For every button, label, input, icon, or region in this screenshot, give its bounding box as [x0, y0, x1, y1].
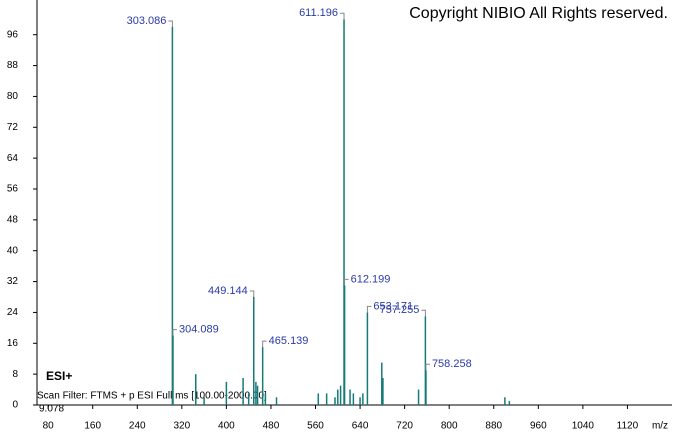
y-tick-label: 48 — [7, 214, 19, 225]
x-tick-label: 240 — [129, 421, 146, 432]
x-tick-label: 800 — [441, 421, 458, 432]
y-tick-label: 56 — [7, 184, 19, 195]
ionization: ESI+ — [46, 369, 72, 383]
x-tick-label: 160 — [84, 421, 101, 432]
x-tick-label: 480 — [263, 421, 280, 432]
x-tick-label: 560 — [307, 421, 324, 432]
scan-filter: Scan Filter: FTMS + p ESI Full ms [100.0… — [37, 391, 267, 402]
y-tick-label: 88 — [7, 60, 19, 71]
y-tick-label: 0 — [12, 400, 18, 411]
peak-label: 303.086 — [127, 15, 167, 27]
copyright: Copyright NIBIO All Rights reserved. — [409, 5, 668, 22]
y-tick-label: 80 — [7, 91, 19, 102]
peak-label: 449.144 — [208, 285, 248, 297]
y-tick-label: 16 — [7, 338, 19, 349]
y-tick-label: 96 — [7, 29, 19, 40]
x-tick-label: 640 — [352, 421, 369, 432]
label-bracket — [344, 278, 349, 286]
peak-label: 612.199 — [351, 273, 391, 285]
label-bracket — [249, 290, 255, 297]
normalization: 9.078 — [39, 404, 64, 415]
x-tick-label: 320 — [173, 421, 190, 432]
peak-label: 757.255 — [380, 304, 420, 316]
label-bracket — [168, 20, 173, 27]
x-tick-label: 960 — [530, 421, 547, 432]
x-tick-label: 880 — [485, 421, 502, 432]
label-bracket — [172, 329, 177, 336]
peak-label: 653.171 — [373, 300, 413, 312]
y-tick-label: 72 — [7, 122, 19, 133]
y-tick-label: 24 — [7, 307, 19, 318]
label-bracket — [340, 12, 345, 20]
x-tick-label: 80 — [43, 421, 55, 432]
label-bracket — [425, 363, 430, 371]
x-tick-label: 400 — [218, 421, 235, 432]
peak-label: 611.196 — [299, 7, 338, 19]
y-tick-label: 8 — [12, 369, 18, 380]
x-axis-label: m/z — [652, 421, 668, 432]
label-bracket — [421, 309, 426, 317]
y-tick-label: 40 — [7, 245, 19, 256]
label-bracket — [262, 340, 267, 348]
peak-label: 304.089 — [179, 323, 219, 335]
peak-label: 465.139 — [269, 335, 309, 347]
label-bracket — [366, 305, 372, 313]
x-tick-label: 1040 — [572, 421, 595, 432]
y-tick-label: 64 — [7, 153, 19, 164]
peak-label: 758.258 — [432, 358, 472, 370]
x-tick-label: 1120 — [617, 421, 639, 432]
y-tick-label: 32 — [7, 276, 19, 287]
x-tick-label: 720 — [396, 421, 413, 432]
